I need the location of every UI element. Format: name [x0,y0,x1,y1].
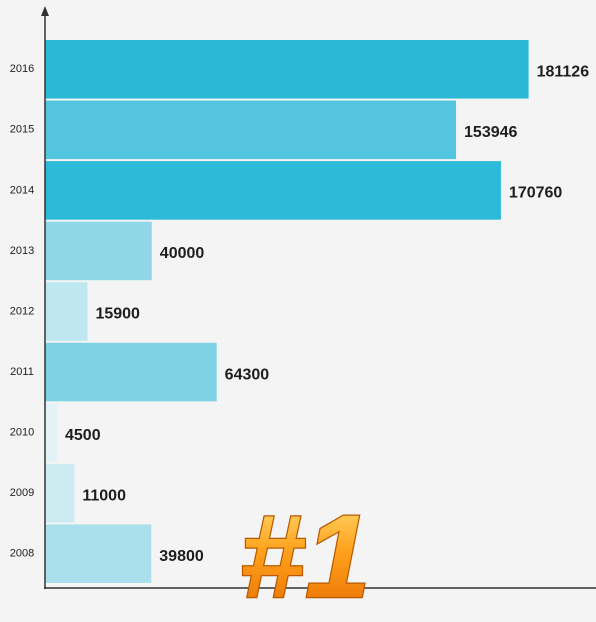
bar [45,403,57,462]
y-tick-label: 2012 [10,305,34,317]
bar [45,101,456,160]
value-label: 153946 [464,124,517,141]
bar [45,222,152,281]
value-label: 181126 [537,63,590,80]
bar [45,343,217,402]
value-label: 11000 [82,487,126,504]
y-tick-label: 2013 [10,245,34,257]
value-label: 15900 [95,306,140,323]
y-tick-label: 2011 [10,366,34,378]
y-tick-label: 2016 [10,63,34,75]
y-tick-label: 2008 [10,548,34,560]
bar [45,282,87,341]
value-label: 4500 [65,427,101,444]
y-tick-label: 2014 [10,184,34,196]
bar [45,464,74,523]
bar [45,524,151,583]
page: {"chart_data": {"type": "bar", "orientat… [0,0,596,622]
y-tick-label: 2015 [10,124,34,136]
bar [45,40,529,99]
y-tick-label: 2010 [10,427,34,439]
y-tick-label: 2009 [10,487,34,499]
value-label: 170760 [509,185,562,202]
value-label: 39800 [159,548,204,565]
value-label: 40000 [160,245,205,262]
bar [45,161,501,220]
annotation: #1 [239,491,370,622]
value-label: 64300 [225,366,270,383]
axis-arrow [41,6,49,16]
chart: 2016 181126 2015 153946 2014 170760 2013 40000 2… [0,0,596,622]
